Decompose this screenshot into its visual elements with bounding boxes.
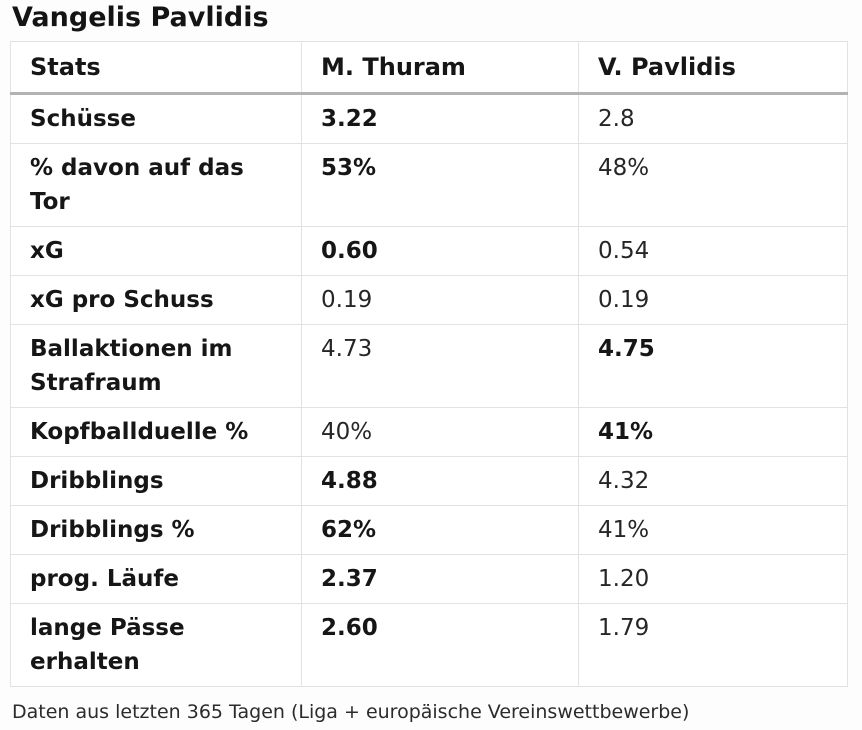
table-row: Schüsse 3.22 2.8 xyxy=(10,93,848,144)
thuram-value: 62% xyxy=(301,505,579,555)
table-row: xG pro Schuss 0.19 0.19 xyxy=(10,275,848,325)
thuram-value: 4.73 xyxy=(301,324,579,408)
table-row: Kopfballduelle % 40% 41% xyxy=(10,407,848,457)
thuram-value: 3.22 xyxy=(301,93,579,144)
table-row: Dribblings % 62% 41% xyxy=(10,505,848,555)
thuram-value: 0.19 xyxy=(301,275,579,325)
thuram-value: 4.88 xyxy=(301,456,579,506)
pavlidis-value: 4.75 xyxy=(578,324,848,408)
table-row: lange Pässe erhalten 2.60 1.79 xyxy=(10,603,848,687)
stat-label: xG xyxy=(10,226,302,276)
pavlidis-value: 0.19 xyxy=(578,275,848,325)
stat-label: Dribblings % xyxy=(10,505,302,555)
page-title: Vangelis Pavlidis xyxy=(12,2,269,33)
stat-label: % davon auf das Tor xyxy=(10,143,302,227)
thuram-value: 53% xyxy=(301,143,579,227)
table-row: xG 0.60 0.54 xyxy=(10,226,848,276)
stat-label: Dribblings xyxy=(10,456,302,506)
stat-label: Kopfballduelle % xyxy=(10,407,302,457)
pavlidis-value: 1.20 xyxy=(578,554,848,604)
table-row: Dribblings 4.88 4.32 xyxy=(10,456,848,506)
pavlidis-value: 41% xyxy=(578,505,848,555)
pavlidis-value: 2.8 xyxy=(578,93,848,144)
stat-label: Schüsse xyxy=(10,93,302,144)
data-source-note: Daten aus letzten 365 Tagen (Liga + euro… xyxy=(12,701,690,723)
pavlidis-value: 4.32 xyxy=(578,456,848,506)
stat-label: xG pro Schuss xyxy=(10,275,302,325)
stat-label: prog. Läufe xyxy=(10,554,302,604)
table-row: Ballaktionen im Strafraum 4.73 4.75 xyxy=(10,324,848,408)
pavlidis-value: 0.54 xyxy=(578,226,848,276)
thuram-value: 0.60 xyxy=(301,226,579,276)
thuram-value: 2.60 xyxy=(301,603,579,687)
stats-comparison-table: Stats M. Thuram V. Pavlidis Schüsse 3.22… xyxy=(10,41,848,687)
table-row: prog. Läufe 2.37 1.20 xyxy=(10,554,848,604)
stat-label: Ballaktionen im Strafraum xyxy=(10,324,302,408)
thuram-value: 40% xyxy=(301,407,579,457)
column-header-thuram: M. Thuram xyxy=(301,41,579,95)
column-header-pavlidis: V. Pavlidis xyxy=(578,41,848,95)
column-header-stats: Stats xyxy=(10,41,302,95)
table-header-row: Stats M. Thuram V. Pavlidis xyxy=(10,41,848,95)
stat-label: lange Pässe erhalten xyxy=(10,603,302,687)
pavlidis-value: 1.79 xyxy=(578,603,848,687)
thuram-value: 2.37 xyxy=(301,554,579,604)
pavlidis-value: 41% xyxy=(578,407,848,457)
pavlidis-value: 48% xyxy=(578,143,848,227)
table-row: % davon auf das Tor 53% 48% xyxy=(10,143,848,227)
